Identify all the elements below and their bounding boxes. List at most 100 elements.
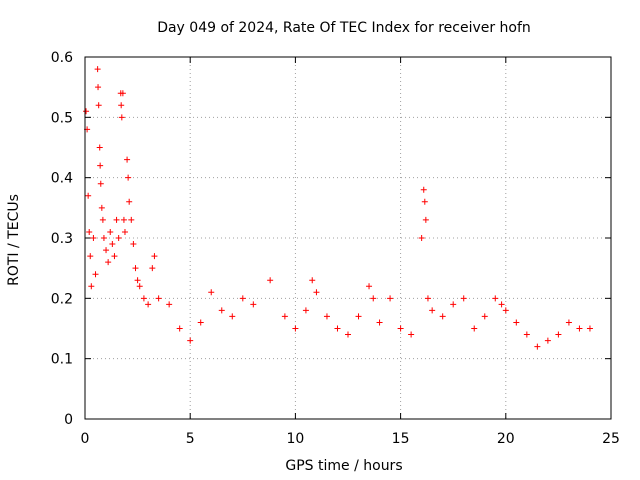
- data-point: [421, 198, 428, 205]
- data-point: [492, 295, 499, 302]
- grid: [85, 57, 611, 419]
- data-point: [113, 216, 120, 223]
- data-point: [387, 295, 394, 302]
- data-point: [98, 204, 105, 211]
- data-point: [471, 325, 478, 332]
- data-point: [345, 331, 351, 338]
- data-point: [111, 253, 118, 260]
- data-point: [376, 319, 383, 326]
- data-point: [239, 295, 246, 302]
- data-point: [370, 295, 377, 302]
- data-point: [119, 90, 126, 97]
- data-point: [555, 331, 562, 338]
- x-tick-label: 10: [286, 431, 304, 447]
- data-point: [323, 313, 330, 320]
- data-point: [96, 144, 103, 151]
- data-point: [88, 283, 95, 290]
- data-point: [424, 295, 431, 302]
- data-point: [313, 289, 320, 296]
- y-tick-label: 0.4: [51, 171, 73, 187]
- data-point: [126, 198, 133, 205]
- data-point: [302, 307, 309, 314]
- data-point: [124, 156, 131, 163]
- data-point: [565, 319, 572, 326]
- data-point: [92, 271, 99, 278]
- data-point: [481, 313, 488, 320]
- data-point: [99, 216, 106, 223]
- data-point: [149, 265, 156, 272]
- data-point: [544, 337, 551, 344]
- x-tick-label: 25: [602, 431, 620, 447]
- data-point: [366, 283, 373, 290]
- data-point: [502, 307, 509, 314]
- data-point: [408, 331, 415, 338]
- data-point: [94, 66, 101, 73]
- data-point: [120, 216, 127, 223]
- data-point: [125, 174, 132, 181]
- chart-title: Day 049 of 2024, Rate Of TEC Index for r…: [157, 20, 531, 36]
- data-point: [355, 313, 362, 320]
- data-point: [132, 265, 139, 272]
- data-point: [420, 186, 427, 193]
- data-point: [429, 307, 436, 314]
- data-point: [309, 277, 316, 284]
- data-point: [83, 108, 90, 115]
- data-point: [166, 301, 173, 308]
- data-point: [140, 295, 147, 302]
- data-point: [218, 307, 225, 314]
- y-tick-label: 0.2: [51, 291, 73, 307]
- data-point: [187, 337, 194, 344]
- y-tick-label: 0: [64, 412, 73, 428]
- data-point: [422, 216, 429, 223]
- data-point: [109, 241, 116, 248]
- plot-frame: [84, 56, 612, 420]
- data-point: [534, 343, 541, 350]
- data-point: [397, 325, 404, 332]
- data-point: [197, 319, 204, 326]
- data-point: [281, 313, 288, 320]
- data-point: [267, 277, 274, 284]
- data-point: [450, 301, 457, 308]
- data-point: [145, 301, 152, 308]
- y-tick-label: 0.1: [51, 352, 73, 368]
- data-point: [105, 259, 112, 266]
- data-point: [576, 325, 583, 332]
- y-tick-label: 0.3: [51, 231, 73, 247]
- data-point: [86, 228, 93, 235]
- ticks: 0 5 10 15 20 25 0 0.1 0.2 0.3 0.4 0.5 0.6: [51, 50, 620, 447]
- data-point: [513, 319, 520, 326]
- x-tick-label: 5: [186, 431, 195, 447]
- y-tick-label: 0.6: [51, 50, 73, 66]
- data-point: [103, 247, 110, 254]
- data-point: [155, 295, 162, 302]
- data-point: [97, 180, 104, 187]
- y-axis-label: ROTI / TECUs: [6, 194, 22, 286]
- y-tick-label: 0.5: [51, 110, 73, 126]
- data-point: [136, 283, 143, 290]
- data-point: [97, 162, 104, 169]
- data-point: [130, 241, 137, 248]
- x-axis-label: GPS time / hours: [285, 458, 402, 474]
- data-point: [121, 228, 128, 235]
- data-point: [176, 325, 183, 332]
- data-point: [95, 102, 102, 109]
- data-point: [118, 102, 125, 109]
- data-point: [115, 235, 122, 241]
- data-point: [292, 325, 299, 332]
- data-point: [118, 114, 125, 121]
- data-point: [523, 331, 530, 338]
- data-point: [418, 235, 425, 241]
- data-point: [439, 313, 446, 320]
- data-point: [208, 289, 215, 296]
- data-point: [134, 277, 141, 284]
- data-point: [498, 301, 505, 308]
- data-point: [250, 301, 257, 308]
- x-tick-label: 20: [497, 431, 515, 447]
- data-point: [128, 216, 135, 223]
- data-point: [334, 325, 341, 332]
- data-point: [107, 228, 114, 235]
- data-point: [87, 253, 94, 260]
- data-point: [151, 253, 158, 260]
- data-point: [85, 192, 92, 199]
